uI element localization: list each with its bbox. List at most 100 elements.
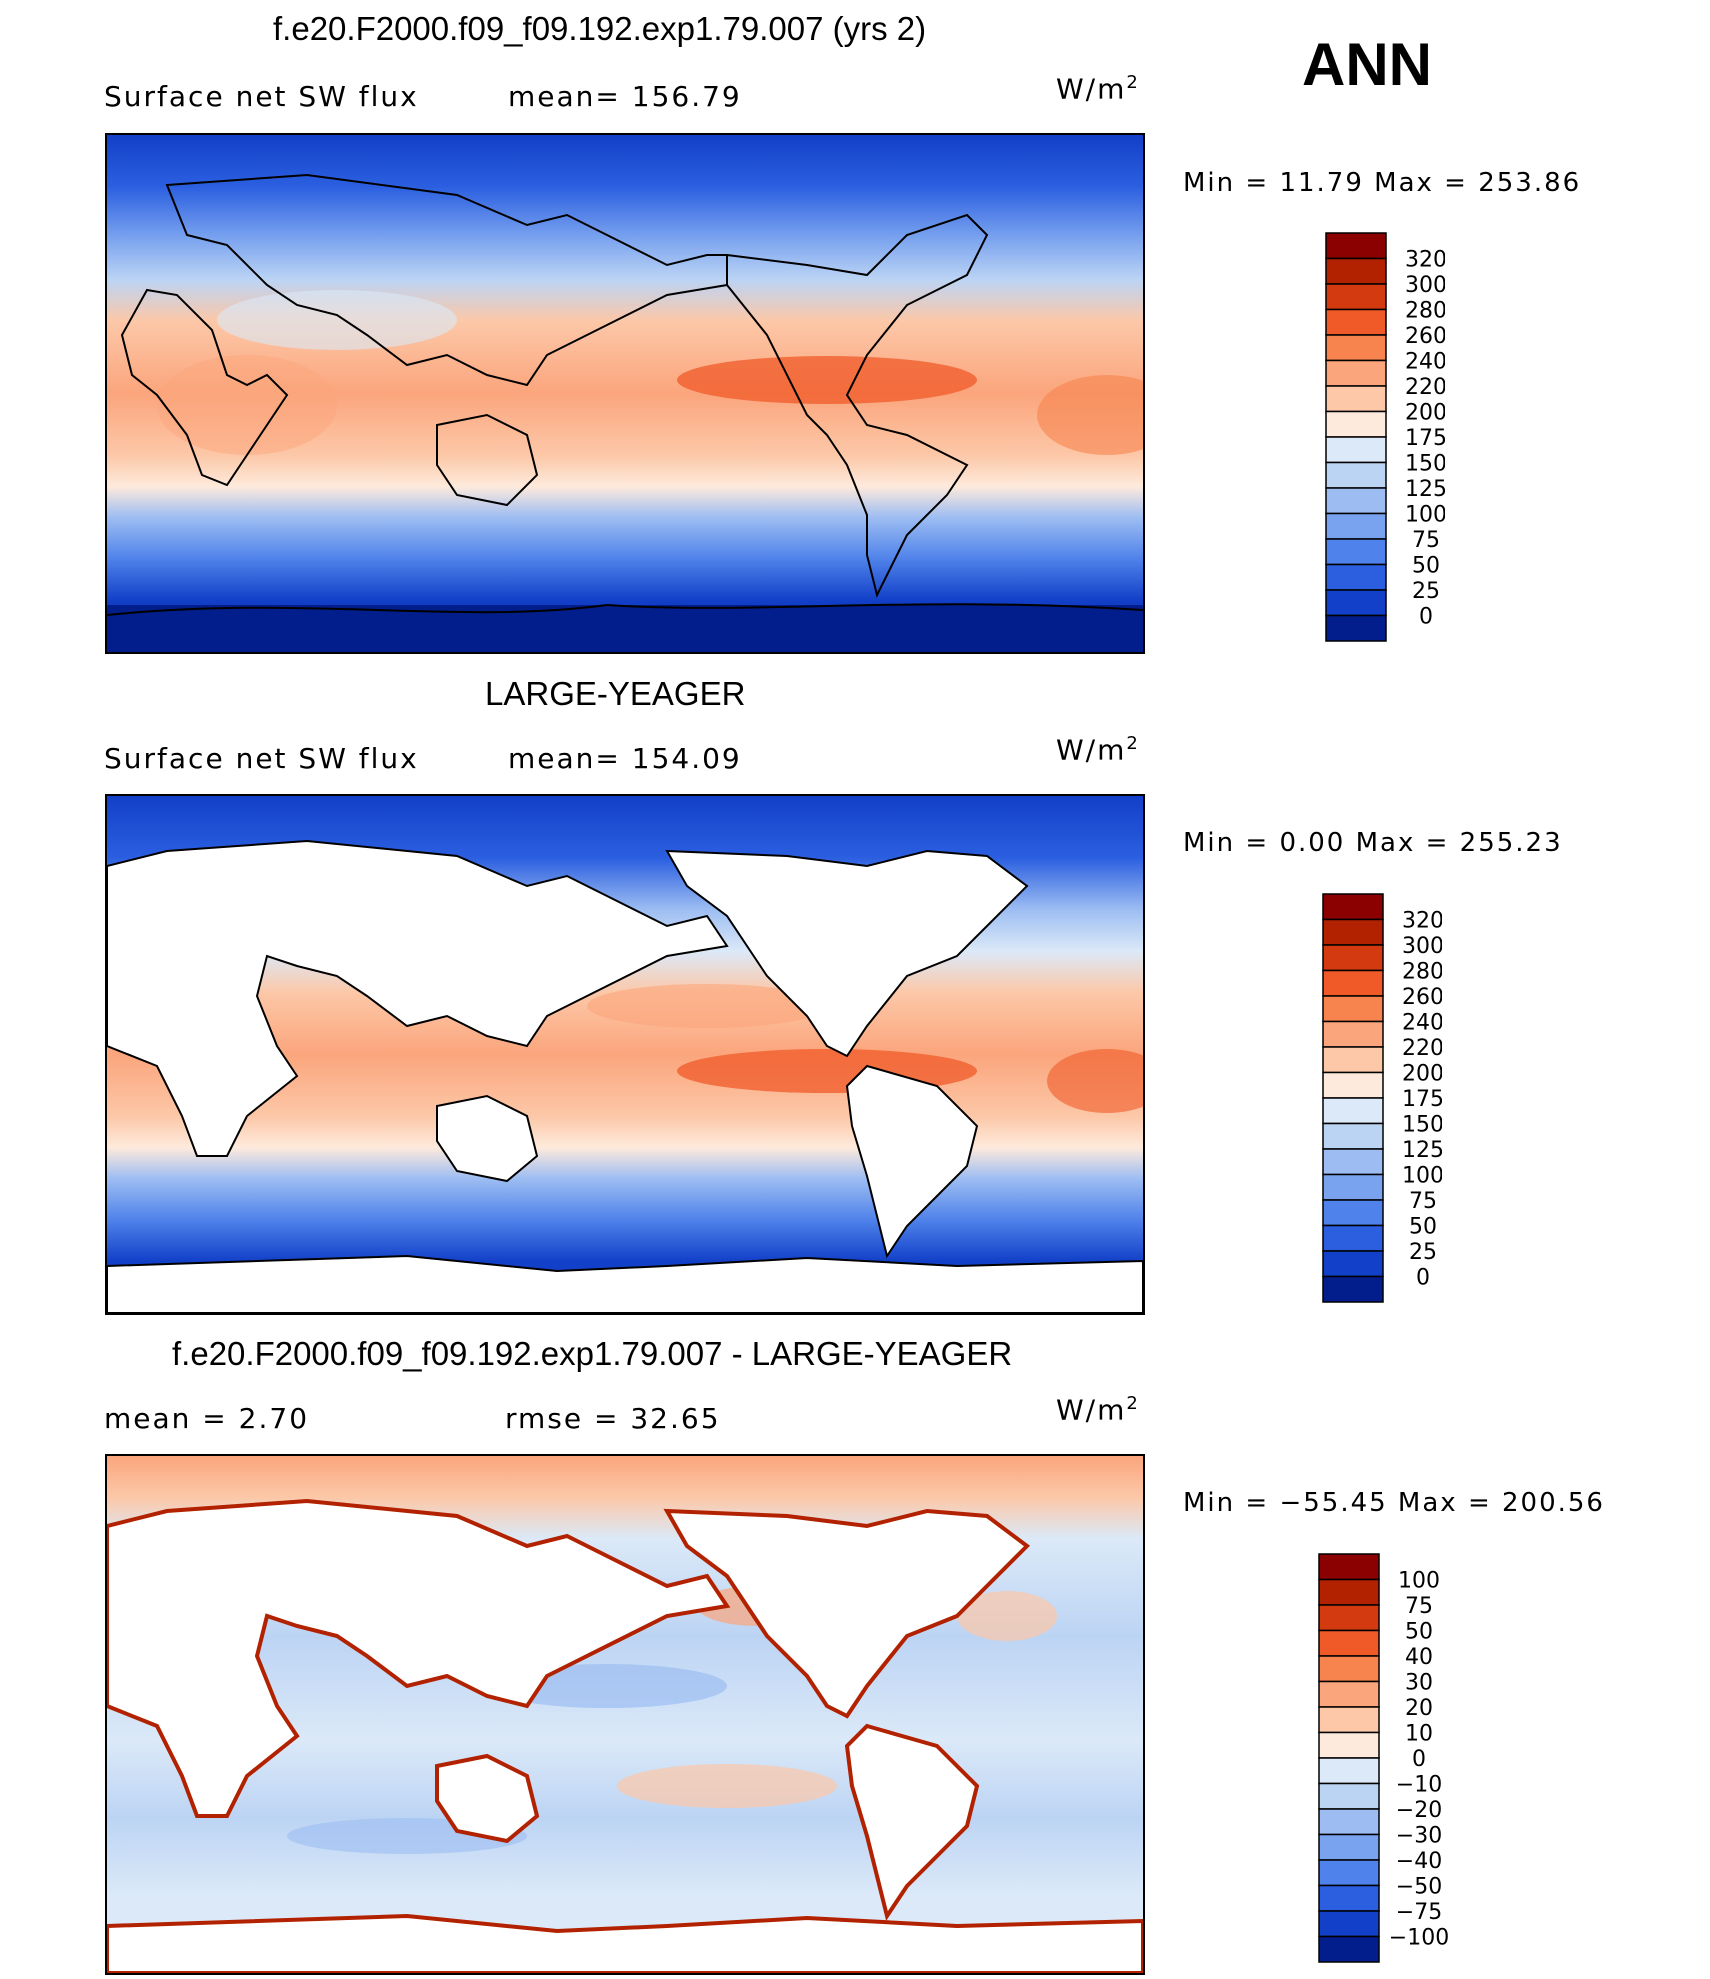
colorbar-tick-label: 50: [1409, 1215, 1437, 1240]
panel-2-map-svg: [107, 796, 1143, 1313]
colorbar-swatch: [1318, 1757, 1380, 1785]
colorbar-swatch: [1325, 257, 1387, 285]
panel-2-title: LARGE-YEAGER: [485, 675, 746, 712]
colorbar-tick-label: 100: [1398, 1569, 1440, 1594]
colorbar-tick-label: 260: [1405, 324, 1445, 349]
colorbar-tick-label: 0: [1416, 1266, 1430, 1291]
colorbar-swatch: [1318, 1859, 1380, 1887]
colorbar-tick-label: 320: [1405, 248, 1445, 273]
colorbar-swatch: [1322, 1071, 1384, 1099]
colorbar-swatch: [1318, 1731, 1380, 1759]
colorbar-swatch: [1318, 1884, 1380, 1912]
panel-3-map: [105, 1454, 1145, 1975]
colorbar-swatch: [1318, 1833, 1380, 1861]
colorbar-tick-label: 30: [1405, 1671, 1433, 1696]
colorbar-tick-label: 75: [1412, 528, 1440, 553]
colorbar-tick-label: 40: [1405, 1645, 1433, 1670]
colorbar-tick-label: 240: [1402, 1011, 1442, 1036]
colorbar-swatch: [1325, 538, 1387, 566]
colorbar-tick-label: 125: [1405, 477, 1445, 502]
colorbar-swatch: [1322, 893, 1384, 921]
colorbar-swatch: [1318, 1782, 1380, 1810]
colorbar-tick-label: 25: [1409, 1240, 1437, 1265]
panel-1-units: W/m2: [1056, 72, 1140, 106]
colorbar-swatch: [1318, 1706, 1380, 1734]
panel-3-rmse-label: rmse = 32.65: [505, 1402, 721, 1435]
colorbar-tick-label: 280: [1402, 960, 1442, 985]
colorbar-tick-label: 125: [1402, 1138, 1442, 1163]
colorbar-swatch: [1325, 410, 1387, 438]
colorbar-tick-label: −75: [1396, 1900, 1442, 1925]
panel-2-units: W/m2: [1056, 733, 1140, 767]
colorbar-tick-label: −50: [1396, 1875, 1442, 1900]
colorbar-swatch: [1318, 1655, 1380, 1683]
colorbar-tick-label: 25: [1412, 579, 1440, 604]
panel-1-minmax: Min = 11.79 Max = 253.86: [1183, 168, 1582, 198]
colorbar-swatch: [1322, 1250, 1384, 1278]
panel-3-units: W/m2: [1056, 1393, 1140, 1427]
colorbar-swatch: [1322, 1097, 1384, 1125]
colorbar-tick-label: 100: [1402, 1164, 1442, 1189]
colorbar-swatch: [1318, 1578, 1380, 1606]
colorbar-tick-label: 175: [1405, 426, 1445, 451]
colorbar-tick-label: 320: [1402, 909, 1442, 934]
panel-2-minmax: Min = 0.00 Max = 255.23: [1183, 828, 1563, 858]
panel-2-map: [105, 794, 1145, 1315]
colorbar-swatch: [1325, 436, 1387, 464]
colorbar-swatch: [1322, 944, 1384, 972]
panel-1-mean-label: mean= 156.79: [508, 80, 742, 113]
panel-1-variable-label: Surface net SW flux: [104, 80, 419, 113]
colorbar-tick-label: 75: [1405, 1594, 1433, 1619]
colorbar-swatch: [1325, 589, 1387, 617]
colorbar-swatch: [1322, 969, 1384, 997]
colorbar-tick-label: 20: [1405, 1696, 1433, 1721]
colorbar-tick-label: 300: [1402, 934, 1442, 959]
colorbar-swatch: [1325, 563, 1387, 591]
colorbar-swatch: [1318, 1910, 1380, 1938]
colorbar-tick-label: 240: [1405, 350, 1445, 375]
colorbar-swatch: [1322, 1148, 1384, 1176]
colorbar-tick-label: 260: [1402, 985, 1442, 1010]
colorbar-swatch: [1325, 385, 1387, 413]
colorbar-tick-label: 0: [1412, 1747, 1426, 1772]
colorbar-tick-label: −40: [1396, 1849, 1442, 1874]
colorbar-swatch: [1318, 1680, 1380, 1708]
colorbar-tick-label: −10: [1396, 1773, 1442, 1798]
panel-2-variable-label: Surface net SW flux: [104, 742, 419, 775]
colorbar-swatch: [1325, 487, 1387, 515]
colorbar-tick-label: 150: [1402, 1113, 1442, 1138]
colorbar-swatch: [1318, 1604, 1380, 1632]
colorbar-tick-label: 75: [1409, 1189, 1437, 1214]
season-label: ANN: [1302, 31, 1432, 98]
colorbar-swatch: [1322, 1122, 1384, 1150]
colorbar-tick-label: 100: [1405, 503, 1445, 528]
colorbar-swatch: [1322, 1224, 1384, 1252]
panel-3-mean-label: mean = 2.70: [104, 1402, 310, 1435]
colorbar-swatch: [1318, 1553, 1380, 1581]
colorbar-swatch: [1325, 512, 1387, 540]
panel-2-mean-label: mean= 154.09: [508, 742, 742, 775]
colorbar-tick-label: 300: [1405, 273, 1445, 298]
colorbar-swatch: [1322, 1046, 1384, 1074]
colorbar-swatch: [1325, 308, 1387, 336]
colorbar-tick-label: 0: [1419, 605, 1433, 630]
colorbar-swatch: [1318, 1808, 1380, 1836]
colorbar-swatch: [1322, 1173, 1384, 1201]
colorbar-tick-label: 150: [1405, 452, 1445, 477]
colorbar-swatch: [1318, 1935, 1380, 1963]
panel-3-title: f.e20.F2000.f09_f09.192.exp1.79.007 - LA…: [172, 1335, 1013, 1372]
colorbar-swatch: [1322, 1199, 1384, 1227]
colorbar-tick-label: 280: [1405, 299, 1445, 324]
colorbar-tick-label: −20: [1396, 1798, 1442, 1823]
colorbar-tick-label: −30: [1396, 1824, 1442, 1849]
panel-1-map-svg: [107, 135, 1143, 652]
colorbar-swatch: [1325, 232, 1387, 260]
colorbar-tick-label: 220: [1405, 375, 1445, 400]
panel-3-map-svg: [107, 1456, 1143, 1973]
panel-1-title: f.e20.F2000.f09_f09.192.exp1.79.007 (yrs…: [273, 10, 927, 47]
colorbar-tick-label: 50: [1412, 554, 1440, 579]
colorbar-tick-label: 175: [1402, 1087, 1442, 1112]
